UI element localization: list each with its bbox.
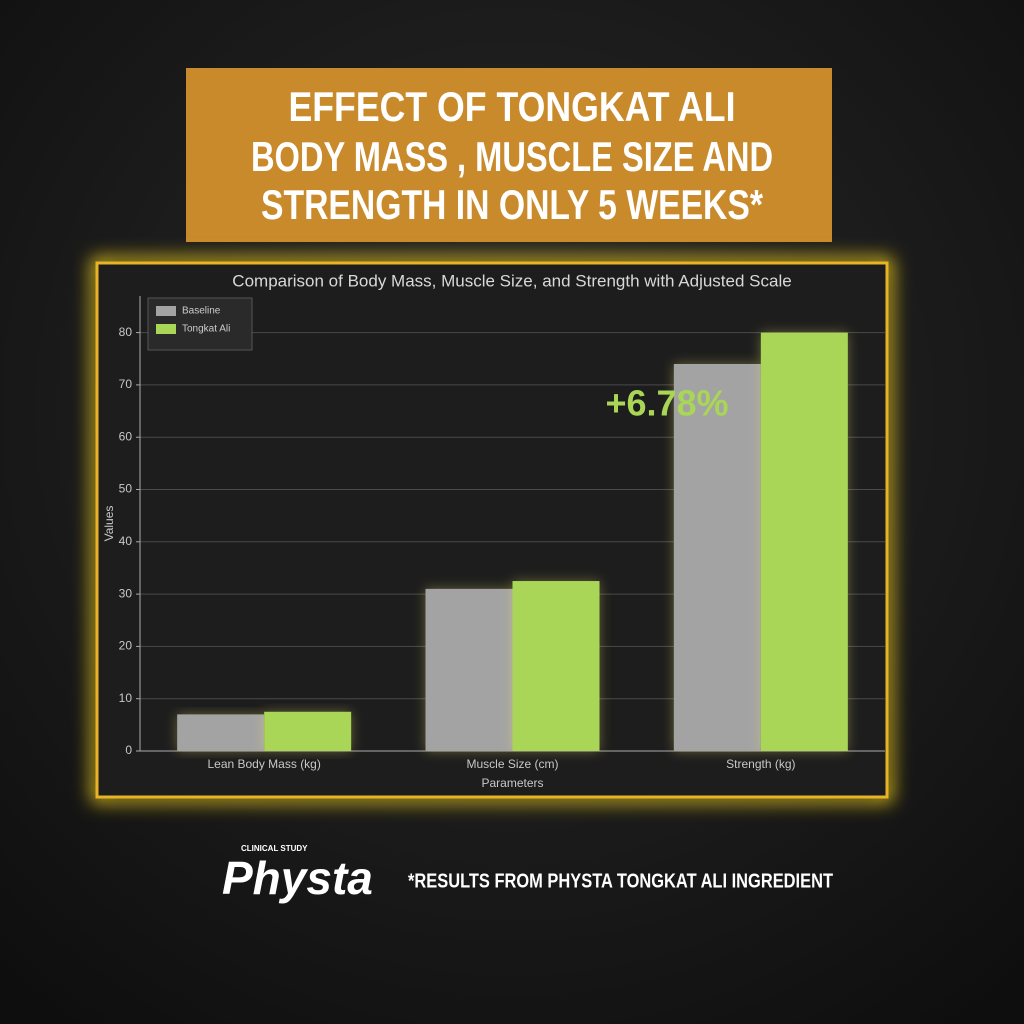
banner-line: BODY MASS , MUSCLE SIZE AND [251,133,773,180]
x-tick-label: Strength (kg) [726,757,795,771]
bar [673,363,761,751]
bar [177,714,265,751]
y-tick-label: 40 [119,534,133,548]
banner-line: EFFECT OF TONGKAT ALI [289,83,736,130]
y-tick-label: 80 [119,325,133,339]
legend-label: Tongkat Ali [182,324,230,335]
x-tick-label: Muscle Size (cm) [466,757,558,771]
plot: 0 10 20 30 40 50 60 70 80 Lean Body Mass (kg) Musc… [102,296,885,790]
y-tick-label: 50 [119,482,133,496]
annotation: +6.78% [605,383,728,424]
y-tick-label: 20 [119,639,133,653]
banner-line: STRENGTH IN ONLY 5 WEEKS* [261,181,764,228]
chart-title: Comparison of Body Mass, Muscle Size, an… [232,271,791,290]
logo: Physta [222,852,373,904]
x-axis-label: Parameters [481,776,543,790]
bar [760,332,848,751]
legend-swatch [156,324,176,334]
legend-label: Baseline [182,306,221,317]
banner [186,68,832,242]
legend-swatch [156,306,176,316]
y-axis-label: Values [102,506,116,542]
y-tick-label: 10 [119,691,133,705]
x-tick-label: Lean Body Mass (kg) [207,757,320,771]
y-tick-label: 30 [119,586,133,600]
y-tick-label: 60 [119,429,133,443]
bar [264,711,352,751]
y-tick-label: 70 [119,377,133,391]
y-tick-label: 0 [125,743,132,757]
bar [512,581,600,751]
bar [425,588,513,751]
footnote: *RESULTS FROM PHYSTA TONGKAT ALI INGREDI… [408,870,833,892]
badge: CLINICAL STUDY [241,844,308,853]
